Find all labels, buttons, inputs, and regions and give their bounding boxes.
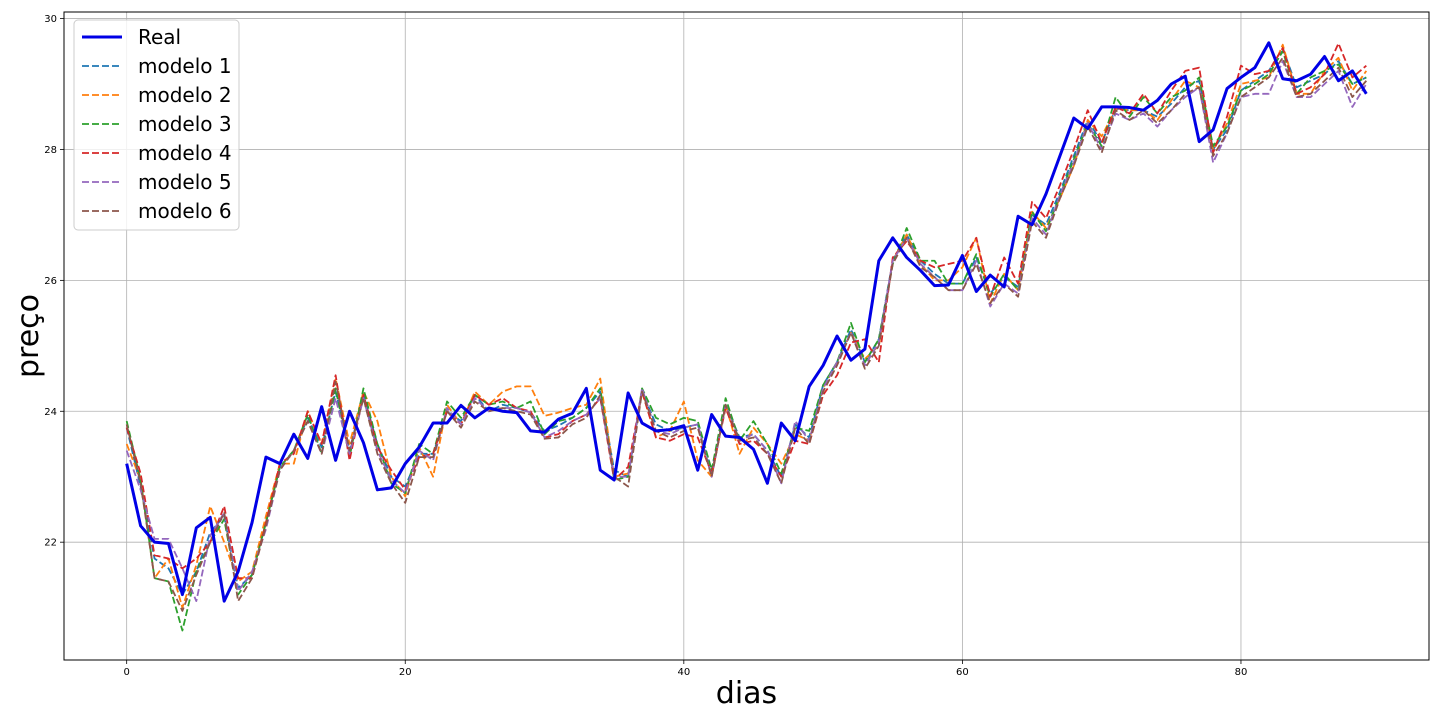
y-tick-label: 26 [44, 276, 57, 287]
axis-ticks: 0 20 40 60 80 22 24 26 28 30 [44, 14, 1247, 678]
x-tick-label: 80 [1235, 667, 1248, 678]
legend-label: Real [138, 25, 181, 49]
legend-label: modelo 1 [138, 54, 232, 78]
legend-label: modelo 3 [138, 112, 232, 136]
x-tick-label: 20 [399, 667, 412, 678]
legend-box [73, 19, 240, 231]
y-tick-label: 30 [44, 14, 57, 25]
series-line-modelo-3 [125, 50, 1367, 632]
legend-label: modelo 6 [138, 199, 232, 223]
series-line-modelo-2 [125, 43, 1368, 609]
legend-label: modelo 2 [138, 83, 232, 107]
y-tick-label: 28 [44, 145, 57, 156]
series-lines [125, 41, 1368, 632]
grid-lines [64, 12, 1429, 660]
x-tick-label: 40 [677, 667, 690, 678]
legend: Real modelo 1 modelo 2 modelo 3 modelo 4 mode… [73, 19, 240, 231]
series-line-modelo-5 [125, 60, 1368, 602]
y-axis-label: preço [11, 294, 46, 378]
y-tick-label: 22 [44, 538, 57, 549]
legend-label: modelo 4 [138, 141, 232, 165]
x-tick-label: 60 [956, 667, 969, 678]
series-line-modelo-4 [125, 42, 1367, 580]
y-tick-label: 24 [44, 407, 57, 418]
legend-label: modelo 5 [138, 170, 232, 194]
series-line-real [125, 41, 1368, 603]
x-axis-label: dias [716, 676, 777, 711]
series-line-modelo-1 [125, 47, 1367, 596]
plot-frame [63, 11, 1430, 661]
x-tick-label: 0 [123, 667, 129, 678]
series-line-modelo-6 [125, 56, 1368, 612]
